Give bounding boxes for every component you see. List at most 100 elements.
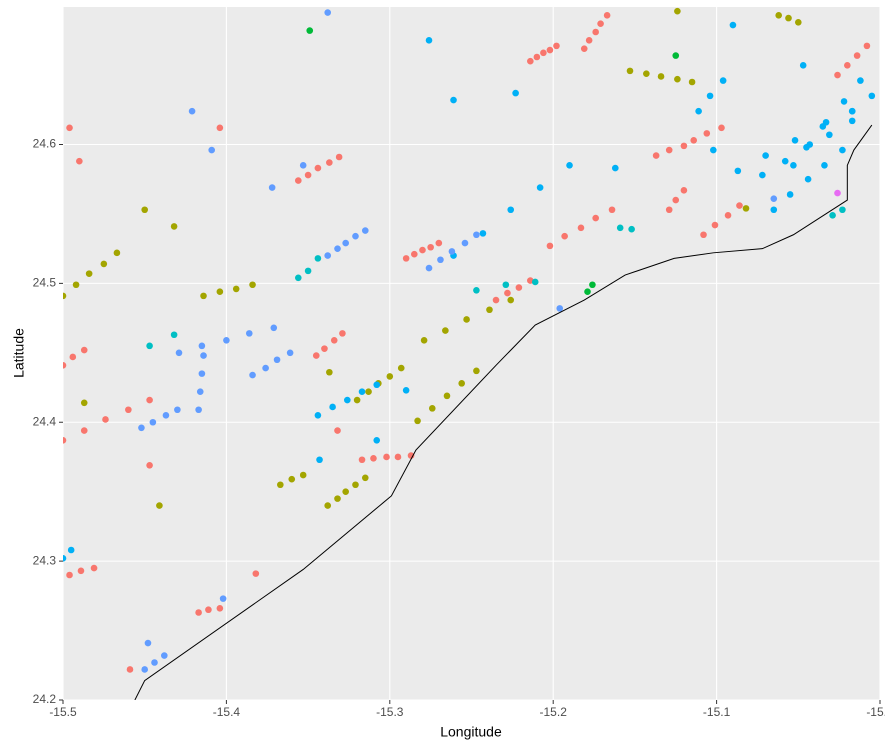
- point: [216, 605, 224, 612]
- point: [463, 316, 470, 323]
- point: [397, 364, 405, 372]
- point: [533, 53, 541, 61]
- point: [536, 184, 544, 191]
- point: [151, 659, 158, 666]
- point: [597, 20, 604, 27]
- point: [435, 239, 443, 247]
- point: [361, 474, 369, 482]
- point: [473, 231, 480, 239]
- point: [527, 57, 534, 65]
- point: [729, 21, 737, 29]
- point: [205, 606, 212, 614]
- point: [219, 595, 227, 602]
- point: [770, 206, 778, 214]
- point: [822, 118, 830, 126]
- point: [358, 388, 366, 395]
- point: [718, 124, 725, 132]
- point: [585, 37, 593, 44]
- point: [306, 27, 314, 34]
- point: [785, 14, 792, 22]
- point: [262, 364, 269, 372]
- point: [90, 564, 98, 572]
- point: [144, 639, 152, 647]
- point: [316, 456, 323, 464]
- point: [80, 427, 88, 434]
- point: [334, 245, 341, 252]
- point: [486, 306, 493, 314]
- point: [515, 284, 523, 291]
- point: [857, 77, 864, 84]
- point: [141, 206, 148, 214]
- point: [450, 96, 457, 104]
- point: [853, 52, 861, 59]
- point: [146, 396, 153, 404]
- point: [616, 224, 624, 232]
- point: [603, 12, 611, 19]
- point: [419, 246, 426, 254]
- point: [546, 46, 554, 54]
- point: [688, 78, 696, 86]
- point: [442, 327, 449, 334]
- point: [863, 42, 871, 50]
- point: [321, 345, 328, 352]
- point: [608, 206, 616, 214]
- point: [63, 555, 67, 562]
- point: [589, 281, 596, 289]
- point: [592, 28, 599, 36]
- point: [365, 388, 372, 395]
- point: [414, 417, 421, 425]
- point: [665, 206, 673, 214]
- point: [216, 288, 224, 295]
- point: [804, 175, 812, 183]
- point: [420, 337, 428, 344]
- y-tick-label: 24.3: [33, 553, 57, 567]
- point: [479, 230, 487, 237]
- point: [428, 405, 436, 412]
- point: [63, 292, 67, 300]
- point: [361, 227, 369, 234]
- point: [196, 388, 204, 395]
- point: [304, 267, 312, 275]
- point: [329, 403, 336, 411]
- point: [791, 137, 799, 144]
- point: [100, 260, 108, 268]
- point: [680, 187, 688, 194]
- point: [437, 256, 444, 264]
- point: [170, 223, 178, 230]
- point: [161, 652, 168, 659]
- point: [546, 242, 554, 250]
- point: [195, 406, 202, 414]
- point: [195, 609, 202, 616]
- point: [358, 456, 366, 464]
- point: [299, 471, 307, 479]
- point: [674, 7, 681, 15]
- point: [334, 427, 341, 434]
- point: [531, 278, 539, 286]
- x-tick-label: -15.1: [703, 705, 731, 719]
- point: [67, 546, 75, 554]
- point: [540, 49, 547, 57]
- y-axis-title: Latitude: [11, 328, 27, 378]
- point: [270, 324, 278, 332]
- point: [512, 89, 519, 97]
- point: [584, 288, 591, 295]
- point: [672, 52, 680, 59]
- point: [66, 124, 73, 132]
- marks: [63, 7, 876, 700]
- point: [232, 285, 240, 293]
- point: [249, 371, 256, 379]
- y-tick-label: 24.5: [33, 276, 57, 290]
- point: [344, 396, 351, 404]
- point: [149, 418, 157, 426]
- point: [102, 416, 109, 423]
- point: [138, 424, 145, 432]
- point: [711, 221, 719, 229]
- point: [342, 239, 349, 247]
- point: [566, 162, 573, 169]
- point: [141, 666, 148, 673]
- point: [245, 330, 253, 337]
- point: [330, 337, 338, 344]
- point: [146, 342, 153, 350]
- point: [734, 167, 742, 175]
